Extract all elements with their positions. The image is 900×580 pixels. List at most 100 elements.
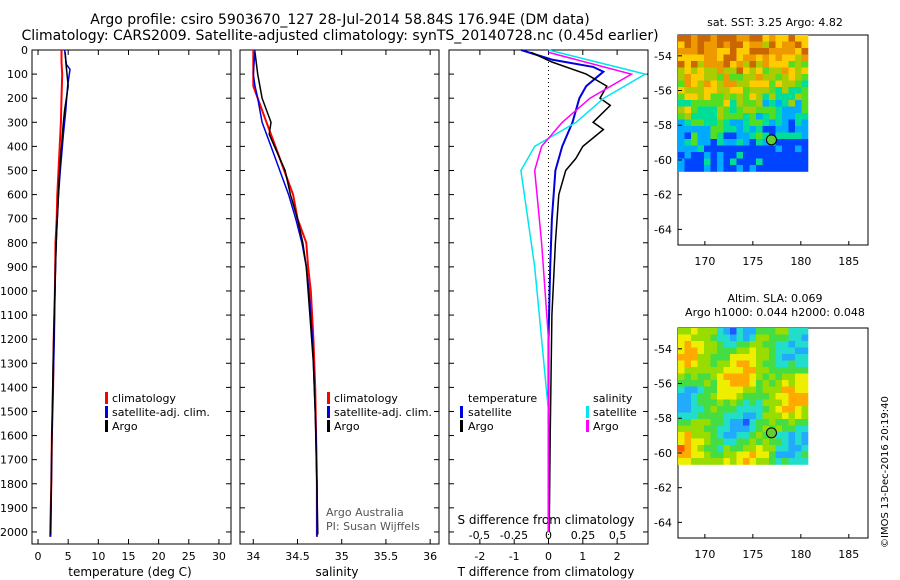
- map-cell: [749, 35, 757, 42]
- map-cell: [782, 126, 789, 133]
- x-tick-label: -2: [474, 550, 485, 563]
- map-cell: [730, 412, 737, 420]
- map-cell: [717, 399, 724, 407]
- map-cell: [795, 386, 802, 394]
- map-cell: [730, 93, 737, 101]
- map-cell: [730, 438, 737, 446]
- map-cell: [704, 41, 711, 49]
- map-cell: [749, 406, 757, 413]
- map-cell: [723, 347, 731, 355]
- map-cell: [743, 113, 750, 120]
- map-cell: [801, 93, 809, 101]
- map-cell: [736, 152, 744, 159]
- map-cell: [756, 393, 763, 400]
- map-cell: [717, 35, 724, 42]
- map-cell: [801, 380, 809, 387]
- map-cell: [723, 438, 731, 446]
- map-cell: [704, 119, 711, 127]
- map-cell: [769, 145, 776, 153]
- map-cell: [801, 100, 809, 107]
- map-cell: [749, 432, 757, 439]
- map-cell: [717, 67, 724, 75]
- map-cell: [749, 145, 757, 153]
- map-cell: [775, 54, 783, 62]
- map-cell: [704, 54, 711, 62]
- map-cell: [730, 445, 737, 452]
- map-cell: [691, 139, 698, 146]
- map-cell: [769, 80, 776, 88]
- map-cell: [782, 367, 789, 374]
- map-cell: [788, 54, 796, 62]
- legend-label-climatology: climatology: [112, 392, 176, 405]
- x-tick-label: 15: [121, 550, 135, 563]
- map-cell: [704, 113, 711, 120]
- map-cell: [743, 425, 750, 433]
- map-cell: [743, 367, 750, 374]
- map-cell: [756, 139, 763, 146]
- map-cell: [684, 100, 692, 107]
- map-cell: [723, 87, 731, 94]
- map-cell: [736, 451, 744, 459]
- map-cell: [788, 126, 796, 133]
- map-cell: [782, 152, 789, 159]
- map-cell: [782, 165, 789, 172]
- map-cell: [736, 35, 744, 42]
- map-cell: [782, 35, 789, 42]
- map-cell: [782, 445, 789, 452]
- map-cell: [704, 145, 711, 153]
- map-cell: [717, 152, 724, 159]
- map-cell: [723, 41, 731, 49]
- map-cell: [717, 132, 724, 140]
- map-cell: [678, 412, 685, 420]
- map-cell: [704, 48, 711, 55]
- map-cell: [730, 100, 737, 107]
- map-cell: [775, 432, 783, 439]
- map-cell: [743, 373, 750, 381]
- map-cell: [691, 419, 698, 426]
- map-cell: [697, 165, 705, 172]
- map-cell: [730, 406, 737, 413]
- map-cell: [756, 119, 763, 127]
- map-cell: [795, 54, 802, 62]
- map-cell: [684, 360, 692, 368]
- map-cell: [717, 445, 724, 452]
- map-cell: [788, 458, 796, 465]
- map-cell: [710, 87, 718, 94]
- map-cell: [691, 41, 698, 49]
- x-tick-label: 35: [335, 550, 349, 563]
- map-cell: [756, 438, 763, 446]
- map-cell: [736, 399, 744, 407]
- map-cell: [717, 438, 724, 446]
- map-cell: [749, 152, 757, 159]
- map-cell: [769, 393, 776, 400]
- map-cell: [743, 41, 750, 49]
- map-cell: [743, 406, 750, 413]
- series-line-salinity-argo: [533, 51, 634, 532]
- map-cell: [762, 451, 770, 459]
- map-cell: [756, 87, 763, 94]
- map-cell: [717, 354, 724, 361]
- map-cell: [769, 113, 776, 120]
- y-tick-label: 200: [7, 92, 28, 105]
- map-cell: [782, 419, 789, 426]
- x-tick-label: 35.5: [374, 550, 399, 563]
- map-cell: [717, 41, 724, 49]
- map-cell: [769, 406, 776, 413]
- map-cell: [736, 458, 744, 465]
- map-cell: [691, 445, 698, 452]
- map-cell: [710, 41, 718, 49]
- map-cell: [736, 106, 744, 114]
- map-cell: [756, 425, 763, 433]
- map-cell: [678, 61, 685, 68]
- map-cell: [710, 354, 718, 361]
- map-cell: [743, 399, 750, 407]
- map-x-tick-label: 175: [742, 548, 763, 561]
- map-cell: [730, 139, 737, 146]
- map-cell: [788, 48, 796, 55]
- map-cell: [769, 399, 776, 407]
- map-cell: [736, 412, 744, 420]
- map-cell: [704, 386, 711, 394]
- map-cell: [769, 61, 776, 68]
- map-cell: [730, 451, 737, 459]
- map-cell: [736, 425, 744, 433]
